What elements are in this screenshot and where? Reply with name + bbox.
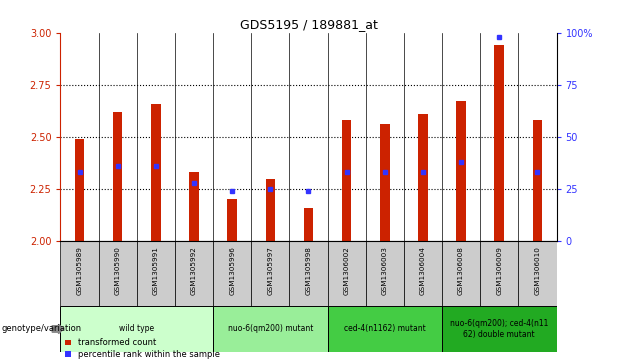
Bar xyxy=(213,241,251,306)
Text: GSM1305996: GSM1305996 xyxy=(229,246,235,295)
Bar xyxy=(495,45,504,241)
Text: GSM1306009: GSM1306009 xyxy=(496,246,502,295)
Bar xyxy=(457,101,466,241)
Bar xyxy=(190,172,198,241)
Bar xyxy=(251,241,289,306)
Bar xyxy=(266,179,275,241)
Bar xyxy=(175,241,213,306)
Text: GSM1306002: GSM1306002 xyxy=(343,246,350,295)
Text: GSM1306008: GSM1306008 xyxy=(458,246,464,295)
Bar xyxy=(60,306,213,352)
Bar xyxy=(418,114,428,241)
Bar xyxy=(533,120,543,241)
Text: GSM1305998: GSM1305998 xyxy=(305,246,312,295)
Legend: transformed count, percentile rank within the sample: transformed count, percentile rank withi… xyxy=(65,338,220,359)
Text: GSM1306003: GSM1306003 xyxy=(382,246,388,295)
Text: GSM1305989: GSM1305989 xyxy=(76,246,83,295)
Bar xyxy=(99,241,137,306)
Text: nuo-6(qm200); ced-4(n11
62) double mutant: nuo-6(qm200); ced-4(n11 62) double mutan… xyxy=(450,319,548,339)
Text: GSM1305997: GSM1305997 xyxy=(267,246,273,295)
Text: GSM1305992: GSM1305992 xyxy=(191,246,197,295)
Bar xyxy=(328,241,366,306)
Title: GDS5195 / 189881_at: GDS5195 / 189881_at xyxy=(240,19,377,32)
Text: genotype/variation: genotype/variation xyxy=(1,325,81,334)
Bar xyxy=(60,241,99,306)
Text: GSM1306010: GSM1306010 xyxy=(534,246,541,295)
Text: nuo-6(qm200) mutant: nuo-6(qm200) mutant xyxy=(228,325,313,334)
Bar xyxy=(75,139,85,241)
Bar xyxy=(480,241,518,306)
Bar xyxy=(442,241,480,306)
Text: wild type: wild type xyxy=(119,325,155,334)
Bar xyxy=(137,241,175,306)
Bar xyxy=(442,306,556,352)
Bar xyxy=(328,306,442,352)
Bar xyxy=(404,241,442,306)
Bar xyxy=(213,306,328,352)
Text: GSM1306004: GSM1306004 xyxy=(420,246,426,295)
Text: GSM1305991: GSM1305991 xyxy=(153,246,159,295)
Bar xyxy=(113,112,123,241)
Bar xyxy=(289,241,328,306)
Text: ced-4(n1162) mutant: ced-4(n1162) mutant xyxy=(344,325,425,334)
Bar xyxy=(151,103,160,241)
Bar xyxy=(304,208,314,241)
Bar xyxy=(342,120,352,241)
Bar xyxy=(380,125,390,241)
Text: GSM1305990: GSM1305990 xyxy=(114,246,121,295)
Bar xyxy=(518,241,556,306)
Bar xyxy=(228,199,237,241)
Bar xyxy=(366,241,404,306)
